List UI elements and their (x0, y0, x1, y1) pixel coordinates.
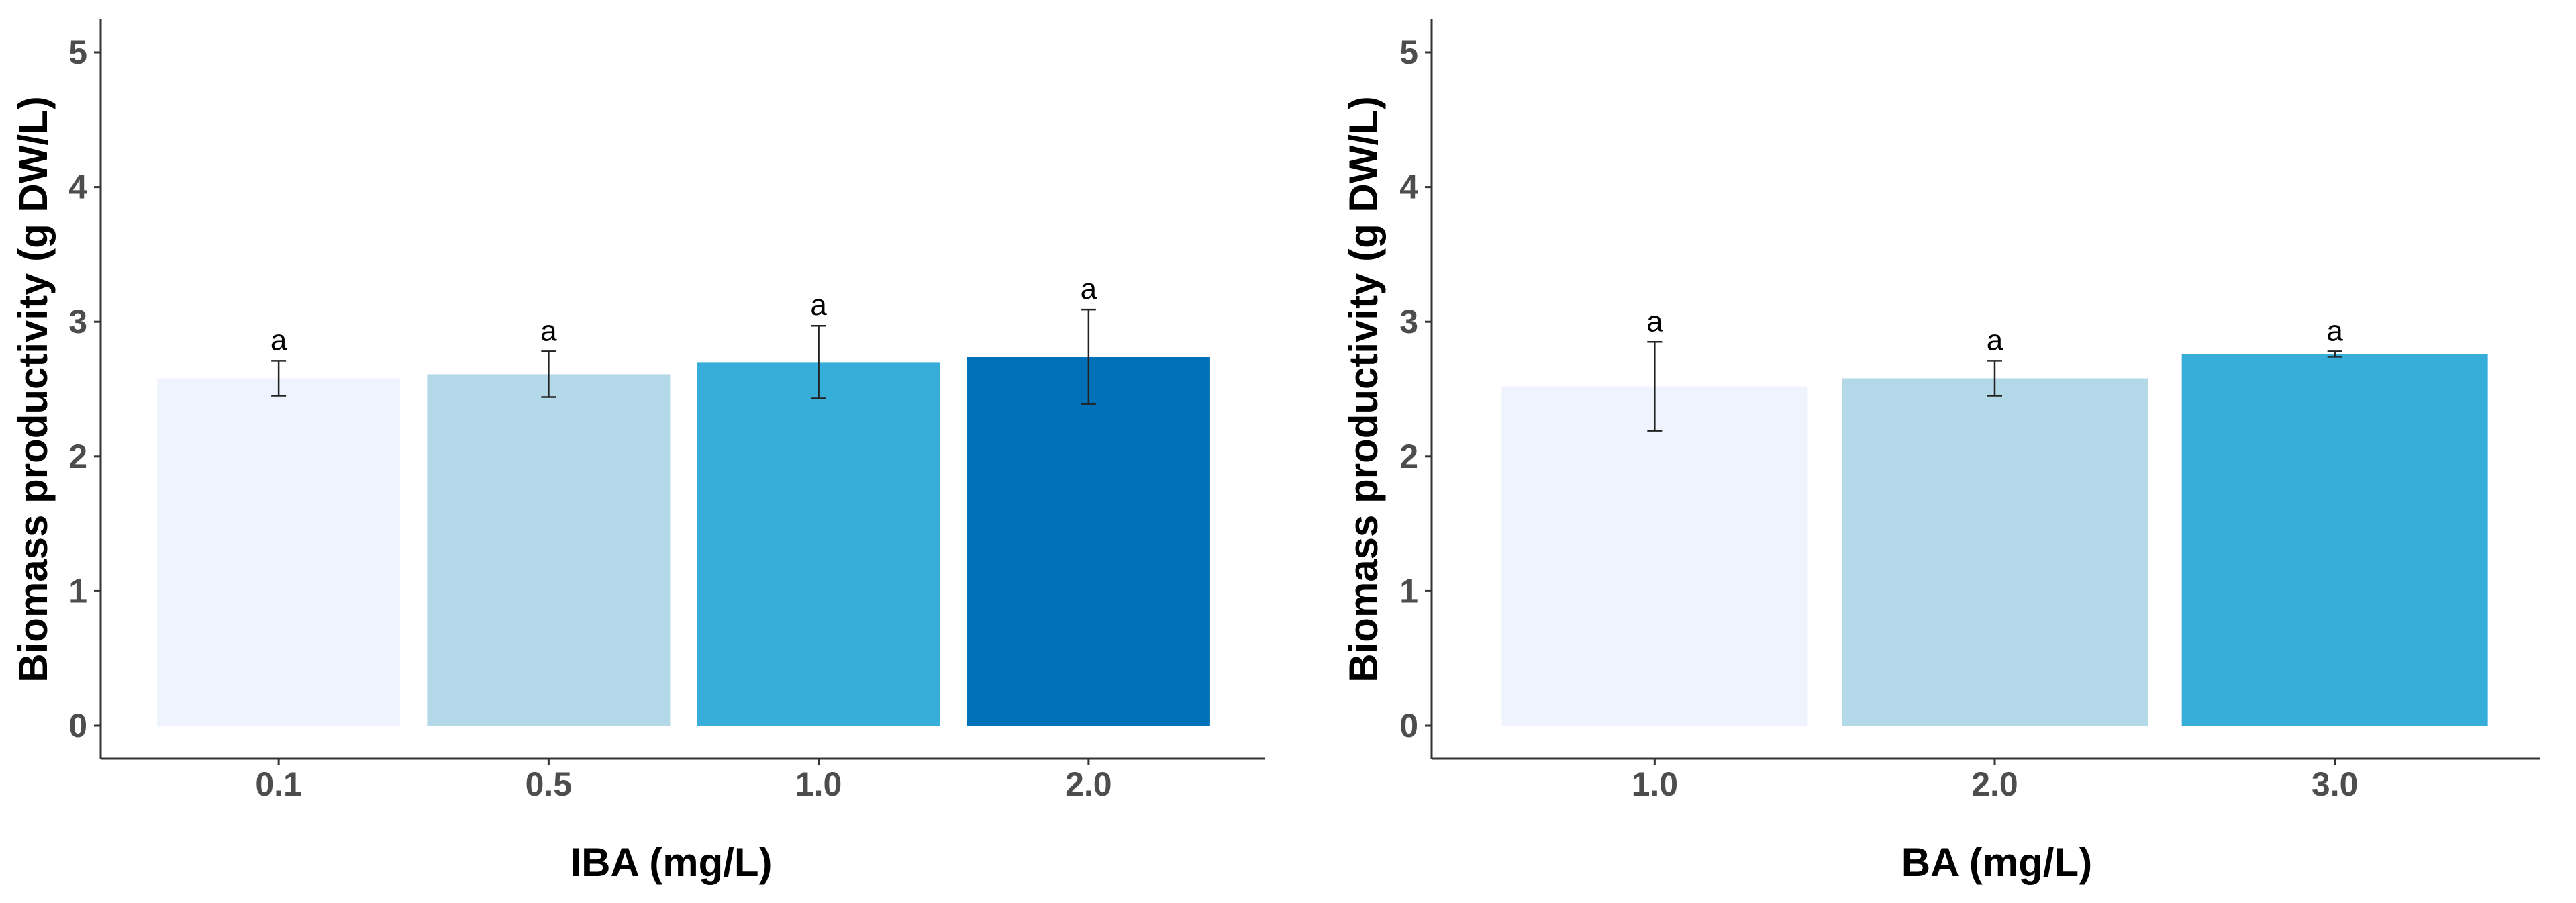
error-bars (1647, 341, 2342, 432)
x-axis-title: IBA (mg/L) (570, 840, 772, 885)
y-tick-label: 0 (1399, 707, 1418, 745)
y-tick-label: 4 (68, 169, 87, 206)
y-tick-label: 1 (68, 572, 87, 610)
x-ticks: 0.1 0.5 1.0 2.0 (255, 759, 1112, 803)
significance-label: a (540, 314, 557, 347)
significance-label: a (1987, 324, 2003, 357)
error-bar (271, 360, 287, 397)
x-tick-label: 2.0 (1065, 765, 1112, 803)
y-tick-label: 2 (1399, 438, 1418, 475)
y-tick-label: 5 (68, 34, 87, 71)
y-tick-label: 5 (1399, 34, 1418, 71)
significance-label: a (2326, 314, 2343, 347)
chart-panel-ba: 0 1 2 3 4 5 1.0 2.0 3.0 a a a Biomass productivit… (1341, 19, 2540, 885)
bar (967, 357, 1210, 726)
bar (697, 362, 940, 726)
significance-label: a (810, 289, 827, 322)
y-tick-label: 3 (68, 303, 87, 340)
y-tick-label: 4 (1399, 169, 1418, 206)
significance-label: a (270, 324, 287, 357)
x-axis-title: BA (mg/L) (1901, 840, 2092, 885)
error-bar (1081, 308, 1096, 405)
bar (2181, 354, 2488, 726)
error-bar (2327, 350, 2342, 358)
error-bars (271, 308, 1096, 405)
bars (157, 357, 1210, 726)
bars (1501, 354, 2488, 726)
y-axis-title: Biomass productivity (g DW/L) (1341, 96, 1386, 682)
y-tick-label: 2 (68, 438, 87, 475)
bar (1842, 378, 2148, 726)
bar (1501, 386, 1808, 726)
y-tick-label: 0 (68, 707, 87, 745)
bar (427, 374, 671, 726)
x-tick-label: 0.5 (526, 765, 573, 803)
significance-labels: a a a a (270, 273, 1097, 357)
y-axis-title: Biomass productivity (g DW/L) (11, 96, 56, 682)
y-ticks: 0 1 2 3 4 5 (1399, 34, 1432, 745)
x-tick-label: 3.0 (2312, 765, 2359, 803)
significance-label: a (1081, 273, 1097, 305)
significance-labels: aa a (1646, 305, 2343, 357)
bar (157, 378, 401, 726)
error-bar (541, 350, 556, 398)
chart-panel-iba: 0 1 2 3 4 5 0.1 0.5 1.0 2.0 a a a a Biomass product… (11, 19, 1265, 885)
x-tick-label: 1.0 (795, 765, 842, 803)
x-tick-label: 2.0 (1971, 765, 2018, 803)
x-tick-label: 0.1 (255, 765, 302, 803)
error-bar (811, 324, 826, 399)
y-tick-label: 3 (1399, 303, 1418, 340)
significance-label: a (1646, 305, 1663, 338)
x-ticks: 1.0 2.0 3.0 (1632, 759, 2359, 803)
y-tick-label: 1 (1399, 572, 1418, 610)
x-tick-label: 1.0 (1632, 765, 1679, 803)
error-bar (1647, 341, 1663, 432)
error-bar (1987, 360, 2002, 397)
y-ticks: 0 1 2 3 4 5 (68, 34, 101, 745)
